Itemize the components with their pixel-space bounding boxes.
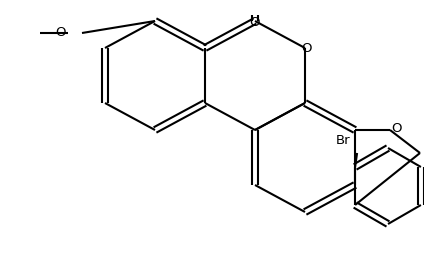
Text: O: O bbox=[56, 26, 66, 38]
Text: O: O bbox=[301, 42, 311, 54]
Text: Br: Br bbox=[336, 134, 350, 148]
Text: O: O bbox=[250, 17, 260, 29]
Text: O: O bbox=[391, 122, 402, 134]
